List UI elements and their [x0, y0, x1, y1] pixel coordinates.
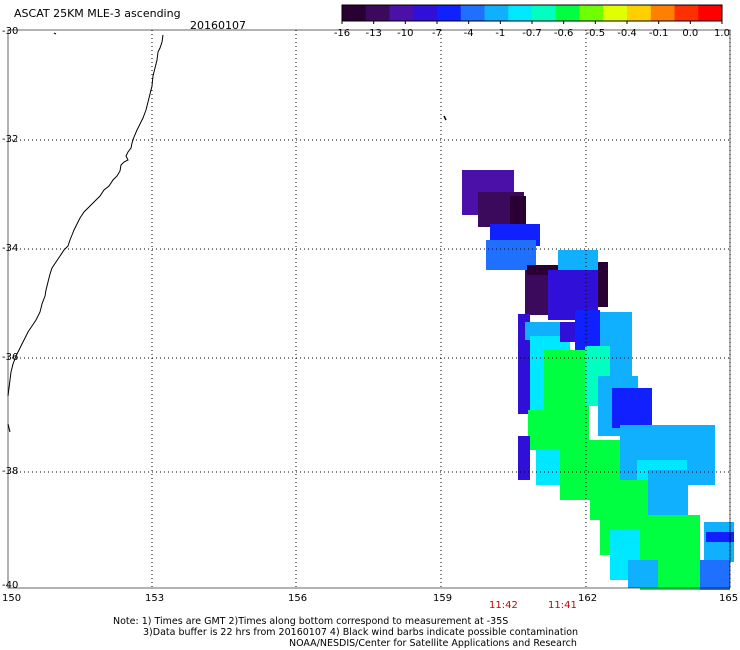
footnote-line: 3)Data buffer is 22 hrs from 20160107 4)… [143, 627, 579, 638]
color-scale-legend: -16 -13 -10 -7 -4 -1 -0.7 -0.6 -0.5 -0.4 -0.1 0.0 1.… [334, 4, 730, 39]
colorbar-swatch [389, 5, 414, 21]
colorbar-label: -0.5 [586, 28, 606, 39]
colorbar-label: -0.6 [554, 28, 574, 39]
colorbar-swatch [460, 5, 485, 21]
colorbar-swatch [603, 5, 628, 21]
lon-label: 156 [288, 593, 308, 604]
lon-label: 159 [433, 593, 453, 604]
coast-fragment-top [53, 32, 57, 35]
lon-label: 150 [2, 593, 22, 604]
lon-label: 153 [145, 593, 165, 604]
map-frame [7, 29, 731, 589]
footnote-line: NOAA/NESDIS/Center for Satellite Applica… [289, 638, 577, 649]
wind-cell [700, 560, 730, 590]
colorbar-swatch [532, 5, 557, 21]
colorbar-label: -16 [334, 28, 350, 39]
pass-time-label: 11:41 [548, 600, 577, 611]
wind-data-swath [462, 170, 734, 590]
wind-cell [596, 262, 608, 307]
colorbar-label: -1 [495, 28, 505, 39]
lon-label: 165 [719, 593, 739, 604]
colorbar-swatch [674, 5, 699, 21]
colorbar-label: -7 [432, 28, 442, 39]
pass-time-label: 11:42 [489, 600, 518, 611]
colorbar-swatch [627, 5, 652, 21]
colorbar-label: -4 [464, 28, 474, 39]
lat-label: -40 [2, 580, 19, 591]
colorbar-label: -13 [365, 28, 381, 39]
wind-cell [612, 388, 652, 428]
coast-fragment [7, 423, 11, 433]
colorbar-swatch [437, 5, 462, 21]
lat-label: -34 [2, 243, 19, 254]
wind-cell [518, 436, 530, 480]
coastline [7, 34, 164, 397]
wind-cell [590, 480, 650, 520]
wind-cell [706, 532, 734, 542]
lat-label: -30 [2, 26, 19, 37]
colorbar-label: -10 [397, 28, 413, 39]
lat-label: -38 [2, 466, 19, 477]
colorbar-swatch [484, 5, 509, 21]
colorbar-swatch [650, 5, 675, 21]
colorbar-swatch [555, 5, 580, 21]
lat-label: -36 [2, 352, 19, 363]
colorbar-label: -0.7 [522, 28, 542, 39]
colorbar-swatch [579, 5, 604, 21]
colorbar-swatch [342, 5, 367, 21]
colorbar-swatch [698, 5, 723, 21]
wind-cell [628, 560, 658, 588]
colorbar-label: -0.4 [617, 28, 637, 39]
footnote-line: Note: 1) Times are GMT 2)Times along bot… [113, 616, 509, 627]
colorbar-swatch [413, 5, 438, 21]
colorbar-label: -0.1 [649, 28, 669, 39]
figure-title: ASCAT 25KM MLE-3 ascending [14, 7, 181, 20]
lat-label: -32 [2, 134, 19, 145]
wind-cell [648, 470, 688, 520]
colorbar-swatch [508, 5, 533, 21]
wind-cell [575, 310, 600, 350]
colorbar-label: 1.0 [714, 28, 730, 39]
island-speck [443, 115, 447, 121]
figure-date: 20160107 [190, 19, 246, 32]
lon-label: 162 [578, 593, 598, 604]
colorbar-label: 0.0 [682, 28, 698, 39]
wind-cell [510, 196, 526, 226]
colorbar-swatch [365, 5, 390, 21]
wind-cell [558, 250, 598, 270]
